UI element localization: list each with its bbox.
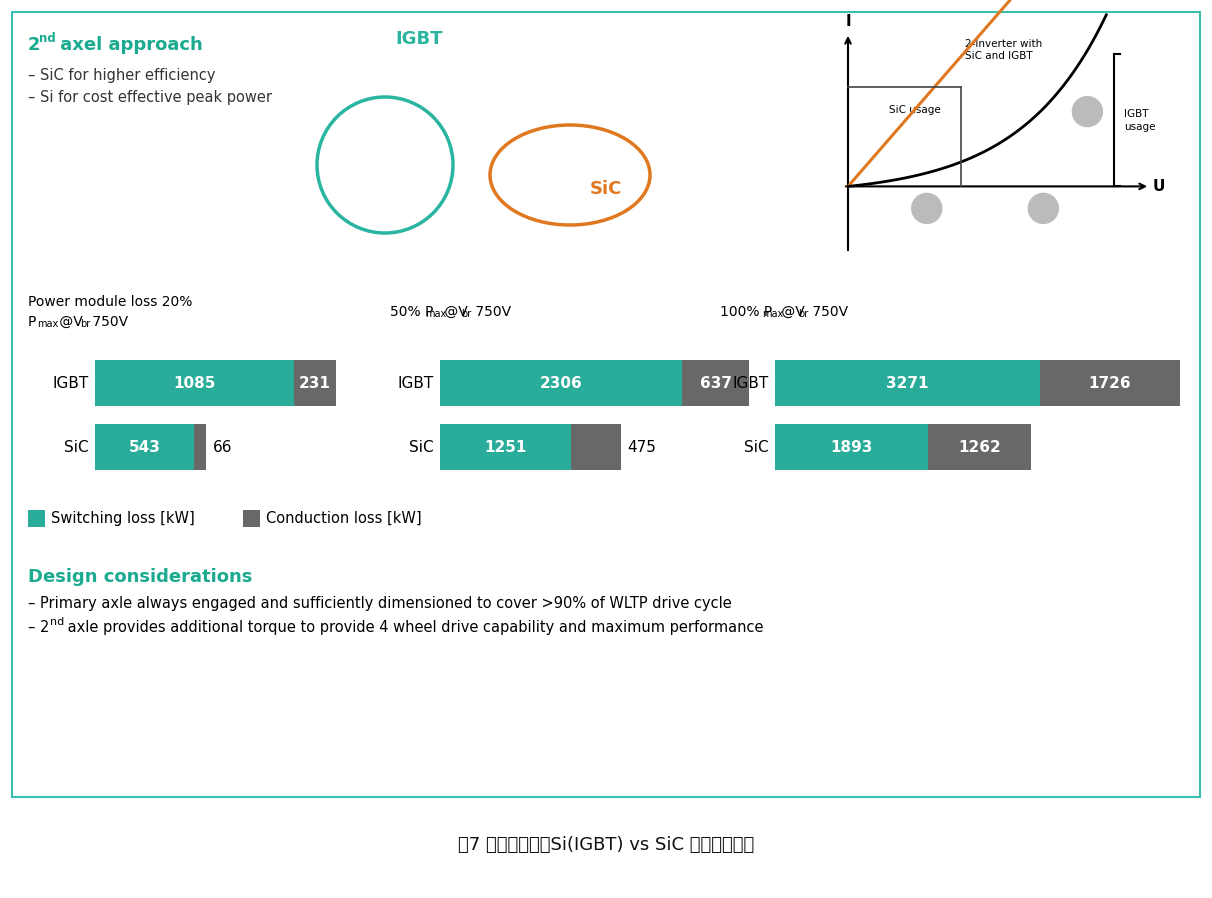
- Bar: [95, 424, 194, 470]
- Circle shape: [1073, 97, 1103, 127]
- Text: 50% P: 50% P: [390, 305, 434, 319]
- Bar: [28, 510, 45, 527]
- Text: axel approach: axel approach: [55, 36, 202, 54]
- Bar: [440, 360, 682, 406]
- Text: 475: 475: [628, 439, 656, 454]
- Text: Power module loss 20%: Power module loss 20%: [28, 295, 193, 309]
- Circle shape: [1028, 193, 1058, 224]
- Text: 1726: 1726: [1088, 375, 1131, 391]
- Text: IGBT: IGBT: [398, 375, 434, 391]
- Text: 750V: 750V: [471, 305, 511, 319]
- Bar: [293, 360, 336, 406]
- Text: 2-Inverter with
SiC and IGBT: 2-Inverter with SiC and IGBT: [965, 39, 1042, 61]
- Circle shape: [911, 193, 942, 224]
- Text: 750V: 750V: [808, 305, 848, 319]
- Text: – SiC for higher efficiency: – SiC for higher efficiency: [28, 68, 216, 83]
- Text: 2306: 2306: [539, 375, 583, 391]
- Bar: [774, 424, 928, 470]
- Bar: [774, 360, 1040, 406]
- Bar: [1040, 360, 1179, 406]
- Text: 66: 66: [212, 439, 231, 454]
- Text: U: U: [1153, 179, 1166, 194]
- Text: – Si for cost effective peak power: – Si for cost effective peak power: [28, 90, 271, 105]
- FancyBboxPatch shape: [12, 12, 1200, 797]
- Text: 637: 637: [699, 375, 732, 391]
- Text: P: P: [28, 315, 36, 329]
- Text: IGBT: IGBT: [395, 30, 442, 48]
- Bar: [682, 360, 749, 406]
- Text: 1085: 1085: [173, 375, 216, 391]
- Text: 图7 不同工况下的Si(IGBT) vs SiC 功耗性能对比: 图7 不同工况下的Si(IGBT) vs SiC 功耗性能对比: [458, 836, 754, 854]
- Text: max: max: [762, 309, 783, 319]
- Text: 100% P: 100% P: [720, 305, 772, 319]
- Text: 750V: 750V: [88, 315, 128, 329]
- Text: SiC: SiC: [64, 439, 88, 454]
- Text: 1893: 1893: [830, 439, 873, 454]
- Text: IGBT: IGBT: [733, 375, 768, 391]
- Text: 543: 543: [128, 439, 161, 454]
- Text: @V: @V: [777, 305, 805, 319]
- Text: @V: @V: [55, 315, 82, 329]
- Text: – 2: – 2: [28, 620, 50, 635]
- Text: max: max: [38, 319, 58, 329]
- Text: Switching loss [kW]: Switching loss [kW]: [51, 511, 195, 526]
- Text: Design considerations: Design considerations: [28, 568, 252, 586]
- Text: 231: 231: [298, 375, 331, 391]
- Bar: [194, 424, 206, 470]
- Text: 2: 2: [28, 36, 40, 54]
- Text: nd: nd: [50, 617, 64, 627]
- Text: br: br: [80, 319, 90, 329]
- Text: Conduction loss [kW]: Conduction loss [kW]: [265, 511, 422, 526]
- Text: – Primary axle always engaged and sufficiently dimensioned to cover >90% of WLTP: – Primary axle always engaged and suffic…: [28, 596, 732, 611]
- Text: SiC usage: SiC usage: [888, 105, 941, 115]
- Bar: [928, 424, 1030, 470]
- Text: I: I: [845, 14, 851, 29]
- Text: nd: nd: [39, 32, 56, 45]
- Text: SiC: SiC: [410, 439, 434, 454]
- Text: @V: @V: [440, 305, 468, 319]
- Bar: [571, 424, 622, 470]
- Text: max: max: [425, 309, 446, 319]
- Text: axle provides additional torque to provide 4 wheel drive capability and maximum : axle provides additional torque to provi…: [63, 620, 764, 635]
- Text: br: br: [461, 309, 471, 319]
- Bar: [95, 360, 293, 406]
- Text: br: br: [797, 309, 808, 319]
- Text: SiC: SiC: [590, 180, 623, 198]
- Text: 1262: 1262: [957, 439, 1001, 454]
- Text: SiC: SiC: [744, 439, 768, 454]
- Text: IGBT
usage: IGBT usage: [1125, 110, 1156, 132]
- Text: 1251: 1251: [485, 439, 527, 454]
- Text: 3271: 3271: [886, 375, 928, 391]
- Text: IGBT: IGBT: [53, 375, 88, 391]
- Bar: [242, 510, 261, 527]
- Bar: [440, 424, 571, 470]
